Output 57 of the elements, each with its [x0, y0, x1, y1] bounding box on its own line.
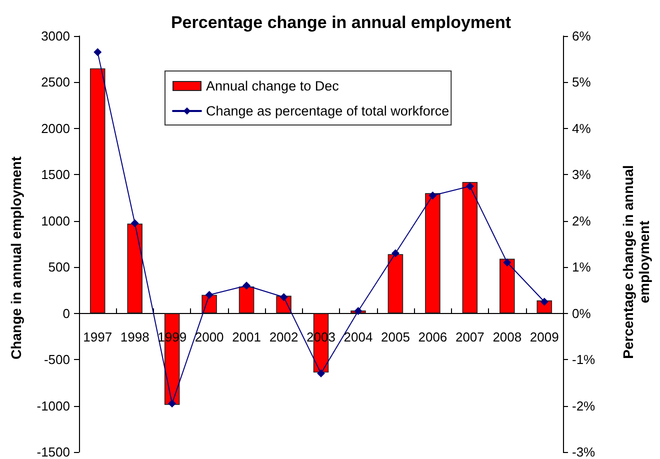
y2-tick-label: -2% — [572, 398, 596, 414]
x-tick-label: 2008 — [492, 329, 522, 344]
y2-tick-label: 1% — [572, 260, 592, 275]
y2-tick-label: 4% — [572, 120, 592, 136]
chart-title: Percentage change in annual employment — [170, 13, 512, 32]
y2-tick-label: -1% — [572, 352, 596, 368]
point — [466, 182, 474, 190]
x-tick-label: 1997 — [83, 329, 112, 344]
y-tick-label: 2500 — [41, 74, 70, 90]
point — [280, 293, 288, 302]
y-tick-label: -1500 — [36, 444, 70, 459]
y-tick-label: 3000 — [41, 28, 70, 44]
legend-label: Change as percentage of total workforce — [206, 104, 450, 118]
point — [391, 249, 400, 258]
point — [242, 282, 251, 290]
point — [354, 307, 362, 316]
point — [317, 369, 325, 378]
y-tick-label: 2000 — [41, 120, 70, 136]
y2-tick-label: 5% — [572, 74, 592, 90]
point — [503, 258, 512, 266]
point — [168, 399, 176, 408]
bar — [127, 224, 142, 314]
y2-tick-label: 2% — [572, 213, 592, 228]
bar — [462, 182, 478, 314]
y-tick-label: 1500 — [41, 167, 70, 182]
point — [94, 48, 102, 56]
x-tick-label: 2007 — [455, 329, 484, 344]
x-tick-label: 2003 — [306, 329, 336, 344]
x-tick-label: 2002 — [269, 329, 298, 344]
y2-axis-title: Percentage change in annual employment — [620, 165, 652, 359]
x-tick-label: 2004 — [344, 329, 373, 344]
y-tick-label: 0 — [62, 306, 70, 321]
point — [205, 290, 214, 299]
y2-tick-label: 3% — [572, 167, 592, 182]
y2-tick-label: 0% — [572, 306, 592, 321]
point — [540, 298, 548, 306]
bar — [500, 258, 515, 314]
x-tick-label: 2001 — [232, 329, 261, 344]
y2-tick-label: -3% — [572, 444, 596, 459]
y-axis-title: Change in annual employment — [8, 156, 24, 360]
x-tick-label: 2005 — [381, 329, 410, 344]
bar — [90, 68, 106, 314]
x-tick-label: 2009 — [530, 329, 559, 344]
bar — [425, 193, 440, 314]
y-tick-label: -500 — [44, 352, 70, 368]
bar — [238, 286, 254, 314]
point — [130, 219, 139, 228]
y2-tick-label: 6% — [572, 28, 592, 44]
y-tick-label: -1000 — [36, 398, 70, 414]
x-tick-label: 1998 — [120, 329, 150, 344]
y-tick-label: 500 — [48, 260, 70, 275]
bar — [388, 254, 404, 314]
x-tick-label: 2006 — [418, 329, 448, 344]
legend-label: Annual change to Dec — [206, 78, 340, 94]
x-tick-label: 2000 — [194, 329, 224, 344]
point — [428, 191, 437, 200]
y-tick-label: 1000 — [41, 213, 70, 228]
